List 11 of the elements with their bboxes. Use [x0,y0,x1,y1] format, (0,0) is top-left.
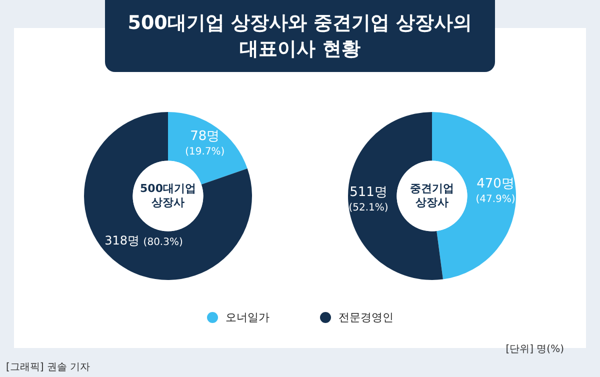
data-label: 318명 (80.3%) [104,233,183,248]
text: 500대기업 상장사와 중견기업 상장사의 대표이사 현황 [105,0,495,72]
text: [그래픽] 권솔 기자 [6,361,90,374]
legend-label: 오너일가 [226,310,270,325]
text: 500대기업 상장사 [140,182,196,209]
text: 중견기업 상장사 [410,182,454,209]
data-label: 470명 (47.9%) [476,176,516,205]
legend-label: 전문경영인 [338,310,394,325]
text: [단위] 명(%) [506,343,564,356]
data-label: 78명 (19.7%) [185,129,225,158]
data-label: 511명 (52.1%) [348,185,388,214]
